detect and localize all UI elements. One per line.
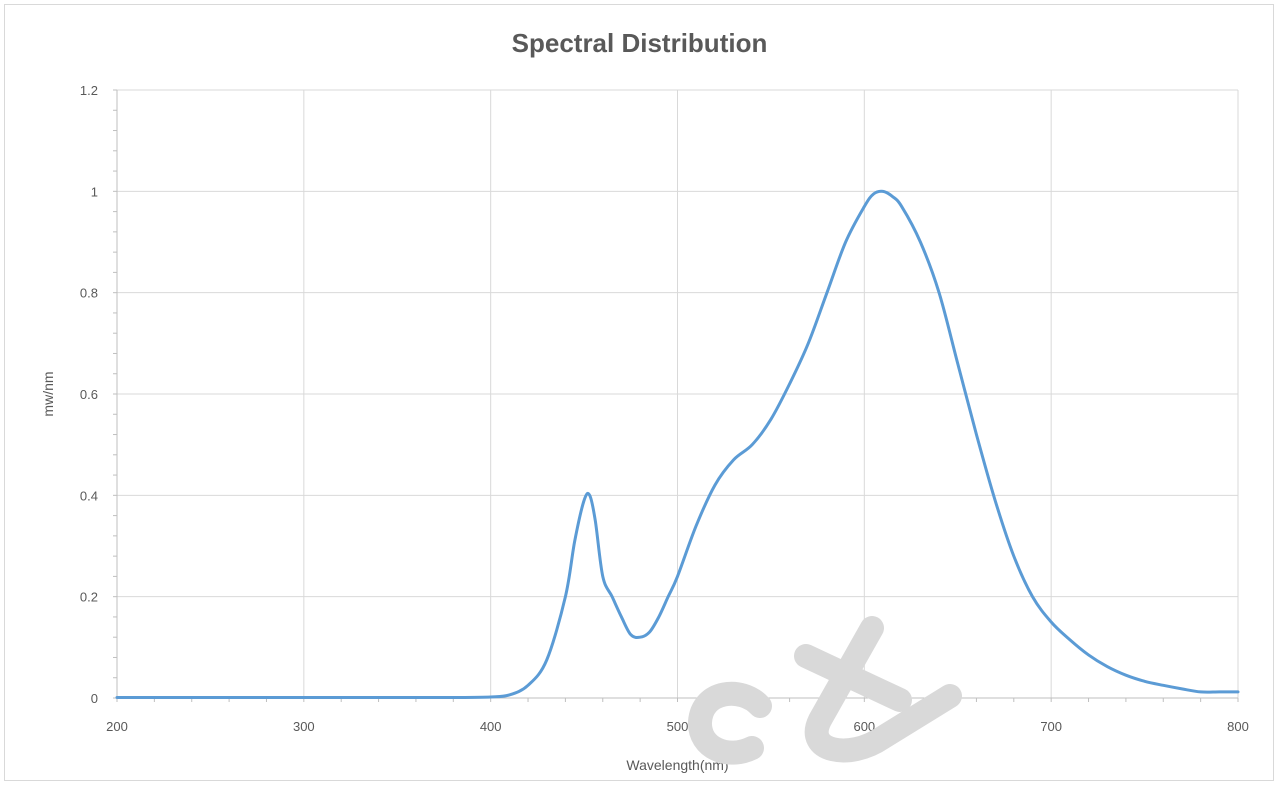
x-tick-label: 800 bbox=[1227, 719, 1249, 734]
y-axis-title: mw/nm bbox=[40, 371, 56, 416]
chart-title: Spectral Distribution bbox=[511, 28, 768, 58]
watermark-logo bbox=[688, 616, 962, 765]
x-tick-label: 700 bbox=[1040, 719, 1062, 734]
chart-frame bbox=[4, 4, 1274, 781]
x-tick-label: 600 bbox=[853, 719, 875, 734]
x-tick-label: 400 bbox=[480, 719, 502, 734]
y-tick-label: 0.8 bbox=[80, 286, 98, 301]
x-tick-label: 300 bbox=[293, 719, 315, 734]
y-tick-label: 1 bbox=[91, 184, 98, 199]
y-tick-label: 0.4 bbox=[80, 488, 98, 503]
series-line bbox=[115, 189, 1240, 700]
x-tick-label: 500 bbox=[667, 719, 689, 734]
y-tick-label: 0 bbox=[91, 691, 98, 706]
x-axis-title: Wavelength(nm) bbox=[626, 757, 728, 773]
x-tick-label: 200 bbox=[106, 719, 128, 734]
y-tick-label: 1.2 bbox=[80, 83, 98, 98]
y-tick-label: 0.2 bbox=[80, 590, 98, 605]
y-tick-label: 0.6 bbox=[80, 387, 98, 402]
